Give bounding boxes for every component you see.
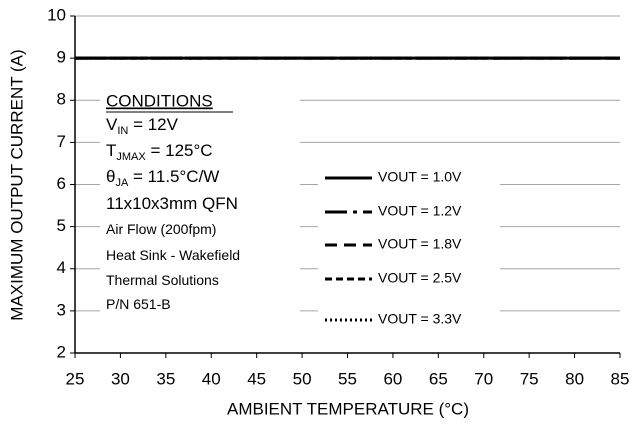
- text-part: = 125°C: [146, 141, 213, 160]
- legend-label: VOUT = 3.3V: [378, 311, 462, 327]
- legend-label: VOUT = 1.0V: [378, 169, 462, 185]
- text-part: θ: [106, 167, 115, 186]
- text-part: V: [106, 115, 118, 134]
- text-part: = 12V: [128, 115, 178, 134]
- legend-background: [318, 165, 500, 335]
- text-part: T: [106, 141, 116, 160]
- x-tick-label: 35: [156, 369, 175, 388]
- text-part: 11x10x3mm QFN: [106, 194, 238, 213]
- conditions-line: Air Flow (200fpm): [106, 221, 216, 237]
- y-tick-label: 10: [47, 5, 66, 24]
- y-tick-label: 5: [57, 216, 66, 235]
- y-axis-label: MAXIMUM OUTPUT CURRENT (A): [7, 49, 26, 320]
- subscript: JMAX: [116, 151, 146, 163]
- conditions-line: P/N 651-B: [106, 296, 171, 312]
- y-tick-label: 2: [57, 342, 66, 361]
- x-tick-label: 25: [66, 369, 85, 388]
- x-tick-label: 75: [520, 369, 539, 388]
- y-tick-label: 6: [57, 174, 66, 193]
- x-tick-label: 40: [202, 369, 221, 388]
- conditions-background: [100, 88, 300, 318]
- conditions-line: TJMAX = 125°C: [106, 141, 213, 162]
- y-tick-label: 4: [57, 258, 66, 277]
- x-tick-label: 65: [429, 369, 448, 388]
- conditions-line: VIN = 12V: [106, 115, 179, 136]
- x-tick-label: 55: [338, 369, 357, 388]
- text-part: Air Flow (200fpm): [106, 221, 216, 237]
- subscript: IN: [117, 125, 128, 137]
- x-tick-label: 45: [247, 369, 266, 388]
- x-tick-label: 30: [111, 369, 130, 388]
- conditions-line: 11x10x3mm QFN: [106, 194, 238, 213]
- y-tick-label: 9: [57, 48, 66, 67]
- y-tick-label: 7: [57, 132, 66, 151]
- text-part: Heat Sink - Wakefield: [106, 247, 240, 263]
- x-tick-label: 60: [383, 369, 402, 388]
- subscript: JA: [115, 177, 129, 189]
- x-tick-label: 85: [611, 369, 630, 388]
- text-part: Thermal Solutions: [106, 272, 219, 288]
- y-tick-label: 3: [57, 300, 66, 319]
- x-tick-label: 80: [565, 369, 584, 388]
- x-axis-label: AMBIENT TEMPERATURE (°C): [227, 399, 469, 418]
- x-tick-label: 50: [293, 369, 312, 388]
- conditions-line: Thermal Solutions: [106, 272, 219, 288]
- x-tick-label: 70: [474, 369, 493, 388]
- text-part: = 11.5°C/W: [128, 167, 219, 186]
- text-part: P/N 651-B: [106, 296, 171, 312]
- conditions-line: Heat Sink - Wakefield: [106, 247, 240, 263]
- y-tick-label: 8: [57, 90, 66, 109]
- legend-label: VOUT = 1.2V: [378, 203, 462, 219]
- legend-label: VOUT = 1.8V: [378, 236, 462, 252]
- conditions-title: CONDITIONS: [106, 91, 213, 110]
- conditions-line: θJA = 11.5°C/W: [106, 167, 219, 188]
- legend-label: VOUT = 2.5V: [378, 270, 462, 286]
